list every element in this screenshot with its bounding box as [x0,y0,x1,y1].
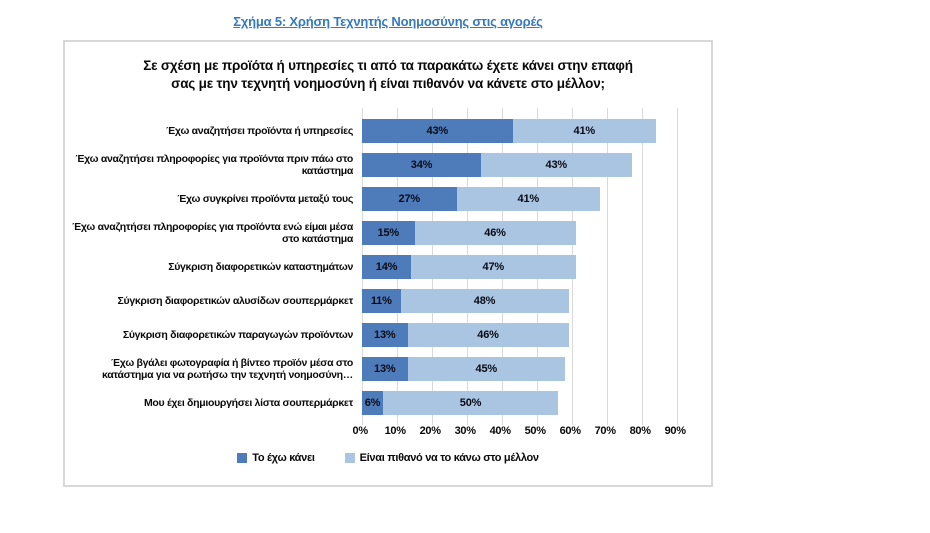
legend-item: Το έχω κάνει [237,452,315,464]
chart-title-line2: σας με την τεχνητή νοημοσύνη ή είναι πιθ… [171,76,605,91]
bar-value-label: 27% [398,193,421,205]
bar-segment: 48% [400,289,569,313]
bar-segment: 41% [456,187,600,211]
x-axis-spacer [65,425,360,439]
legend-label: Το έχω κάνει [252,452,315,464]
x-axis-tick: 30% [454,425,476,437]
chart-row: Σύγκριση διαφορετικών παραγωγών προϊόντω… [65,318,711,352]
bar-segment: 43% [481,153,632,177]
bar-track: 34% 43% [362,153,632,177]
category-label: Έχω αναζητήσει πληροφορίες για προϊόντα … [72,220,353,246]
bar-track: 14% 47% [362,255,576,279]
bar-value-label: 43% [426,125,449,137]
bar-segment: 15% [362,221,415,245]
bar-segment: 50% [383,391,558,415]
legend: Το έχω κάνει Είναι πιθανό να το κάνω στο … [65,452,711,464]
chart-row: Μου έχει δημιουργήσει λίστα σουπερμάρκετ… [65,386,711,420]
x-axis-tick: 0% [352,425,369,437]
x-axis-ticks: 0% 10% 20% 30% 40% 50% 60% 70% 80% 90% [353,425,711,439]
bar-value-label: 43% [545,159,568,171]
chart-row: Έχω αναζητήσει πληροφορίες για προϊόντα … [65,216,711,250]
bar-segment: 41% [512,119,656,143]
bar-segment: 13% [362,357,408,381]
bar-value-label: 14% [375,261,398,273]
bar-segment: 46% [407,323,569,347]
bar-value-label: 46% [484,227,506,239]
figure-caption: Σχήμα 5: Χρήση Τεχνητής Νοημοσύνης στις … [233,14,543,29]
chart-box: Σε σχέση με προϊότα ή υπηρεσίες τι από τ… [63,40,713,487]
bar-value-label: 6% [364,397,381,409]
x-axis: 0% 10% 20% 30% 40% 50% 60% 70% 80% 90% [65,425,711,439]
bar-segment: 47% [411,255,576,279]
category-label: Έχω συγκρίνει προϊόντα μεταξύ τους [177,192,353,205]
bar-value-label: 50% [459,397,482,409]
x-axis-tick: 80% [629,425,651,437]
bar-segment: 45% [407,357,565,381]
bar-value-label: 45% [475,363,498,375]
x-axis-tick: 10% [384,425,406,437]
category-label: Έχω βγάλει φωτογραφία ή βίντεο προϊόν μέ… [102,356,353,382]
legend-item: Είναι πιθανό να το κάνω στο μέλλον [344,452,539,464]
bar-track: 43% 41% [362,119,656,143]
bar-track: 6% 50% [362,391,558,415]
bar-value-label: 13% [374,363,396,375]
legend-swatch [344,453,355,463]
bar-value-label: 34% [410,159,433,171]
chart-row: Έχω αναζητήσει προϊόντα ή υπηρεσίες 43% 41… [65,114,711,148]
category-label: Έχω αναζητήσει πληροφορίες για προϊόντα … [75,152,353,178]
bar-track: 13% 46% [362,323,569,347]
bar-track: 15% 46% [362,221,576,245]
legend-label: Είναι πιθανό να το κάνω στο μέλλον [359,452,539,464]
category-label: Έχω αναζητήσει προϊόντα ή υπηρεσίες [166,124,353,137]
bar-segment: 11% [362,289,401,313]
x-axis-tick: 70% [594,425,616,437]
legend-swatch [237,453,248,463]
x-axis-tick: 50% [524,425,546,437]
bar-value-label: 41% [517,193,540,205]
bar-value-label: 48% [473,295,496,307]
x-axis-tick: 60% [559,425,581,437]
bar-segment: 6% [362,391,383,415]
plot-area: Έχω αναζητήσει προϊόντα ή υπηρεσίες 43% 41… [65,108,711,474]
x-axis-tick: 20% [419,425,441,437]
bar-segment: 43% [362,119,513,143]
bar-track: 27% 41% [362,187,600,211]
chart-rows: Έχω αναζητήσει προϊόντα ή υπηρεσίες 43% 41… [65,114,711,420]
bar-track: 13% 45% [362,357,565,381]
bar-value-label: 46% [477,329,499,341]
bar-value-label: 15% [377,227,400,239]
x-axis-tick: 40% [489,425,511,437]
bar-value-label: 11% [370,295,392,307]
chart-row: Έχω συγκρίνει προϊόντα μεταξύ τους 27% 41% [65,182,711,216]
x-axis-tick: 90% [664,425,686,437]
chart-title: Σε σχέση με προϊότα ή υπηρεσίες τι από τ… [65,57,711,93]
chart-title-line1: Σε σχέση με προϊότα ή υπηρεσίες τι από τ… [143,58,633,73]
bar-value-label: 41% [573,125,596,137]
bar-segment: 34% [362,153,481,177]
chart-row: Σύγκριση διαφορετικών αλυσίδων σουπερμάρ… [65,284,711,318]
category-label: Σύγκριση διαφορετικών καταστημάτων [168,260,353,273]
bar-value-label: 13% [374,329,396,341]
category-label: Σύγκριση διαφορετικών αλυσίδων σουπερμάρ… [117,294,354,307]
category-label: Μου έχει δημιουργήσει λίστα σουπερμάρκετ [143,396,353,409]
category-label: Σύγκριση διαφορετικών παραγωγών προϊόντω… [122,328,353,341]
bar-segment: 13% [362,323,408,347]
bar-value-label: 47% [482,261,505,273]
bar-track: 11% 48% [362,289,569,313]
bar-segment: 46% [414,221,576,245]
bar-segment: 14% [362,255,411,279]
chart-row: Έχω βγάλει φωτογραφία ή βίντεο προϊόν μέ… [65,352,711,386]
chart-row: Έχω αναζητήσει πληροφορίες για προϊόντα … [65,148,711,182]
bar-segment: 27% [362,187,457,211]
chart-row: Σύγκριση διαφορετικών καταστημάτων 14% 47% [65,250,711,284]
